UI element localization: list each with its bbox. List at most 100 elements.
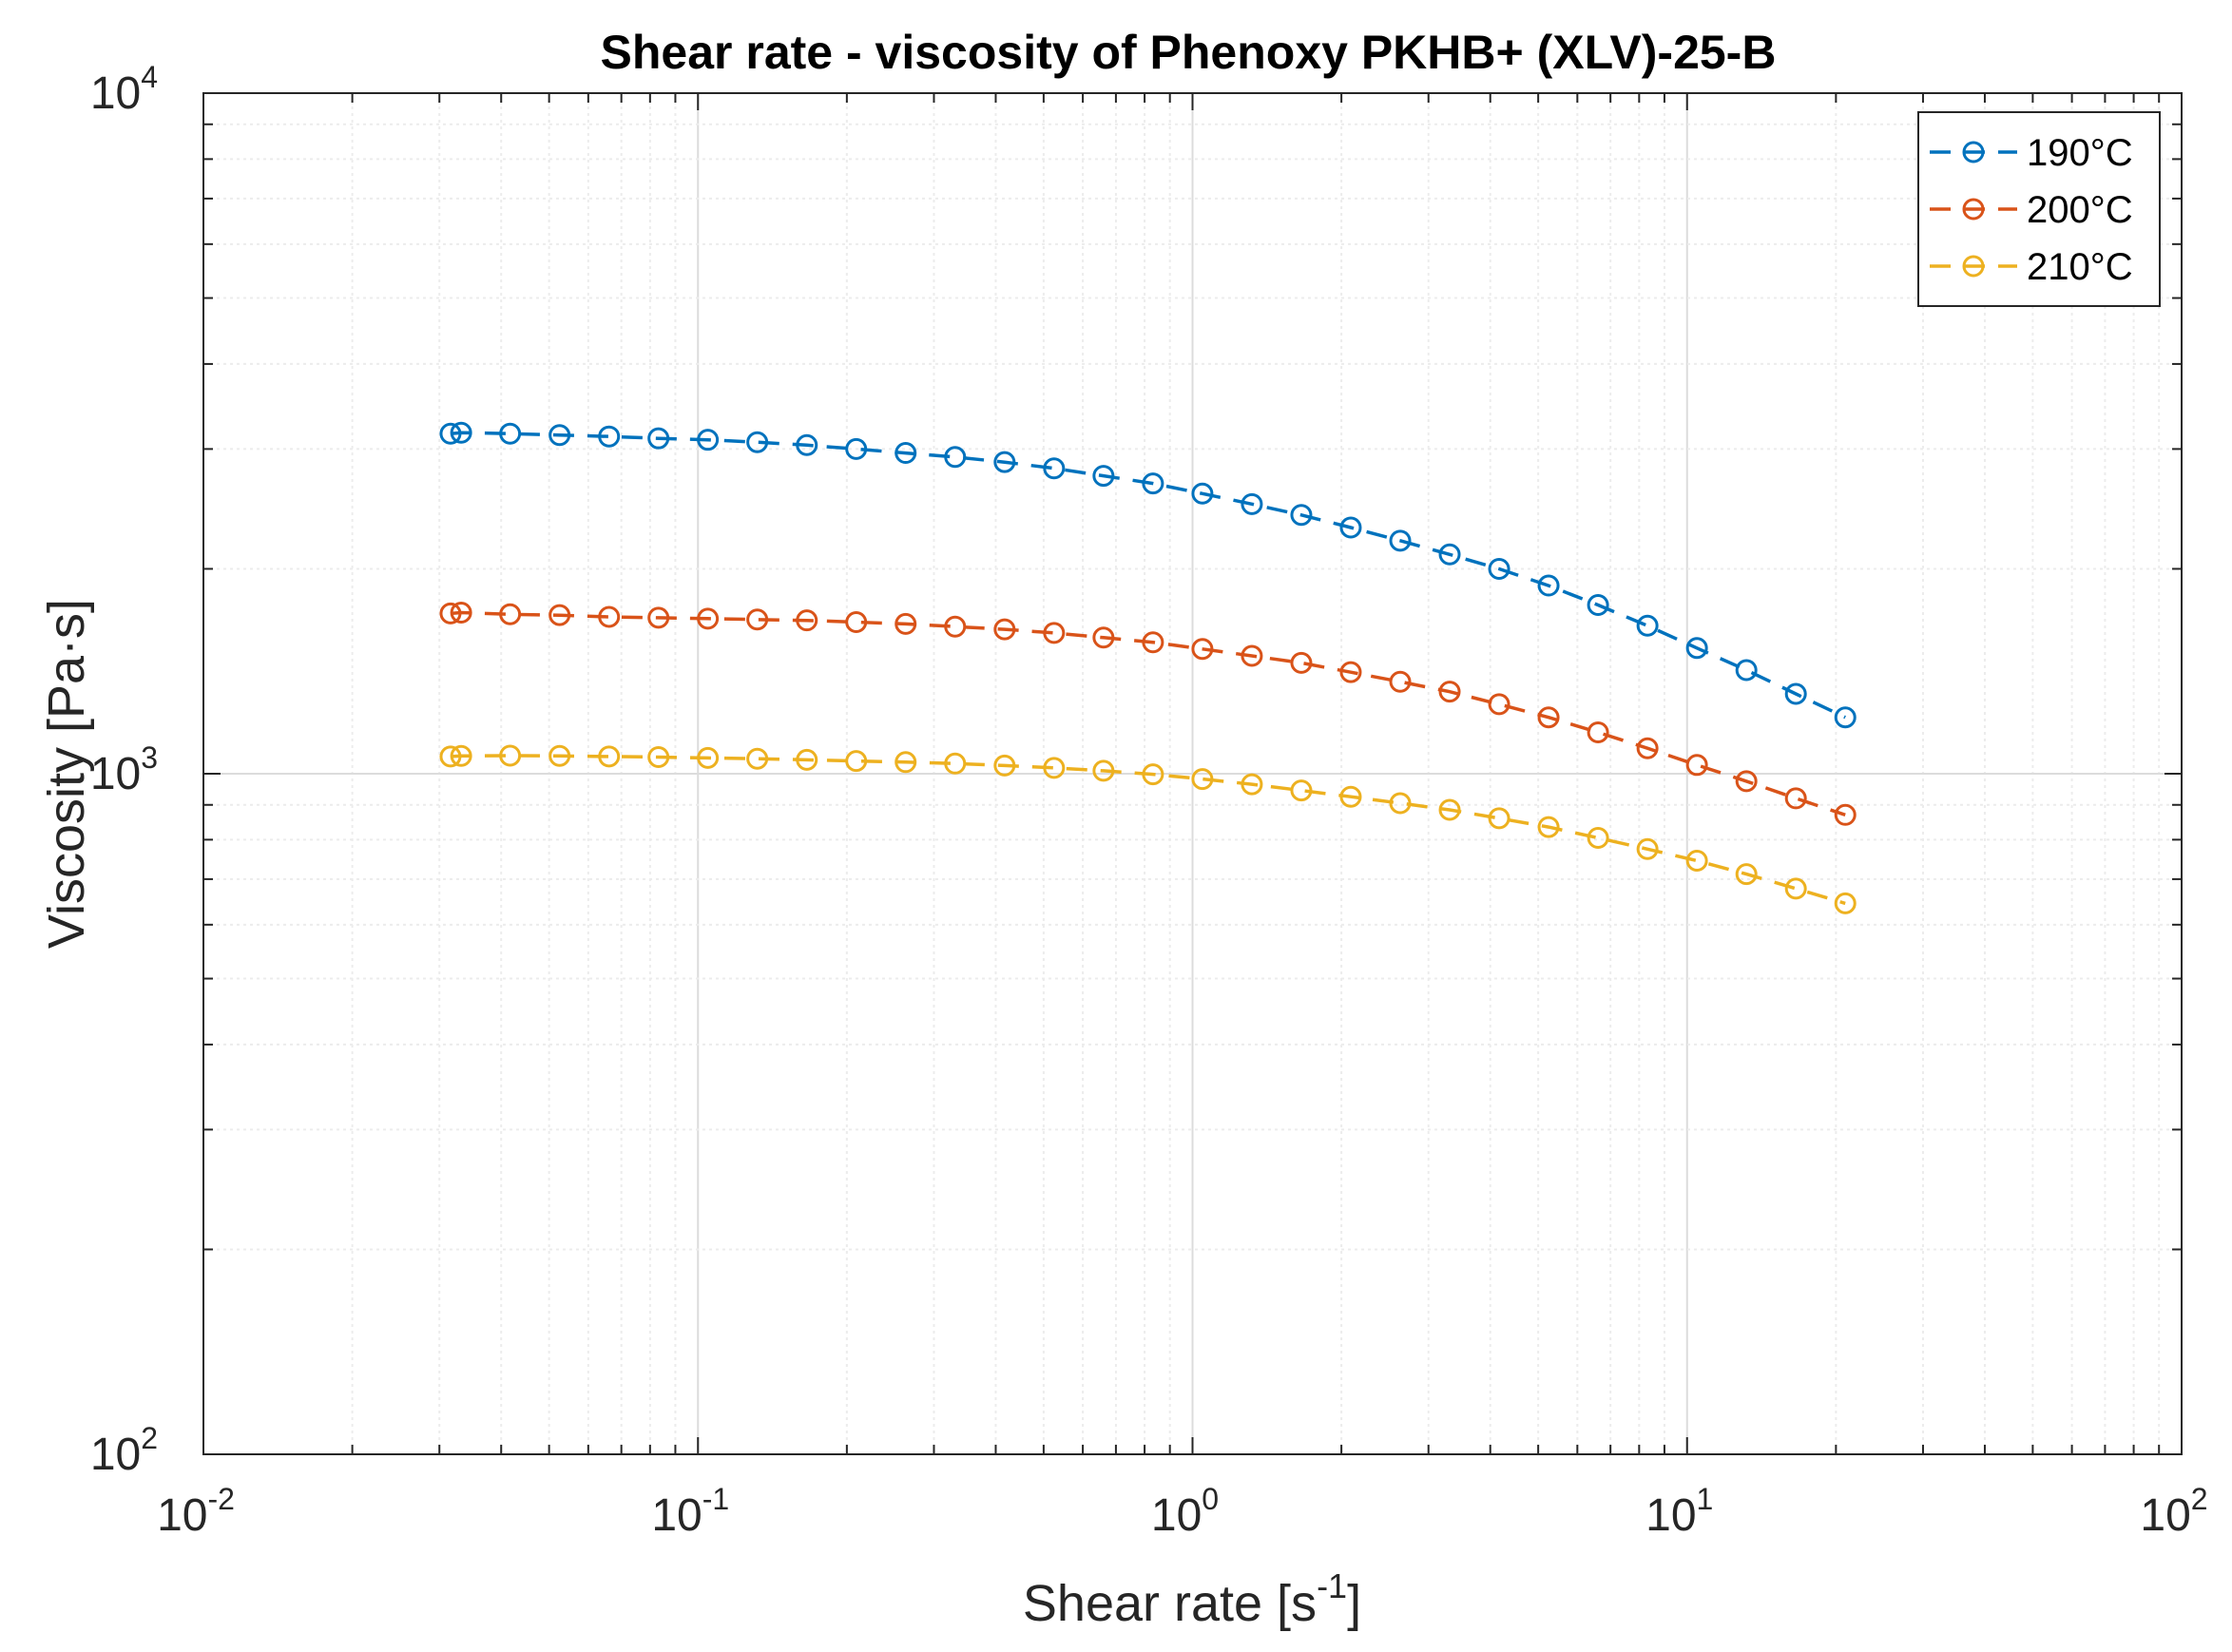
data-point [1339, 661, 1362, 683]
legend: 190°C 200°C 210°C [1917, 111, 2161, 307]
data-point [746, 747, 769, 770]
data-point [1834, 706, 1857, 729]
series-200C [439, 601, 1857, 826]
data-point [796, 748, 818, 771]
data-point [746, 608, 769, 631]
data-point [1241, 644, 1263, 667]
data-point [1685, 850, 1708, 873]
data-point [1537, 816, 1560, 838]
data-point [1241, 773, 1263, 796]
data-point [1784, 682, 1807, 705]
data-point [1290, 779, 1313, 802]
x-tick-label-base: 10 [1645, 1490, 1696, 1541]
data-point [1191, 768, 1214, 791]
y-tick-label-exponent: 4 [141, 60, 158, 94]
series-layer [439, 421, 1857, 914]
y-tick-label-base: 10 [90, 749, 141, 799]
x-tick-label-base: 10 [2140, 1490, 2190, 1541]
data-point [598, 425, 621, 448]
data-point [1636, 737, 1659, 759]
y-tick-label-exponent: 2 [141, 1421, 158, 1455]
data-point [450, 744, 472, 767]
data-point [1142, 763, 1164, 786]
data-point [1142, 631, 1164, 654]
data-point [697, 746, 720, 769]
data-point [1438, 543, 1461, 566]
legend-items: 190°C 200°C 210°C [1930, 132, 2133, 288]
x-axis-label: Shear rate [s-1] [1023, 1566, 1361, 1632]
data-point [944, 615, 967, 638]
x-tick-label-base: 10 [1151, 1490, 1202, 1541]
data-point [1488, 693, 1510, 716]
data-point [1290, 651, 1313, 674]
data-point [796, 433, 818, 456]
y-tick-label-base: 10 [90, 1430, 141, 1480]
data-point [598, 605, 621, 628]
legend-marker [1962, 255, 1985, 278]
data-point [845, 611, 868, 634]
y-tick-label: 102 [90, 1421, 158, 1480]
data-point [598, 745, 621, 768]
x-tick-label-base: 10 [651, 1490, 702, 1541]
data-point [439, 745, 462, 768]
grid [202, 92, 2183, 1455]
data-point [1092, 465, 1115, 488]
data-point [1191, 482, 1214, 505]
data-point [1191, 638, 1214, 661]
data-point [1537, 706, 1560, 729]
data-point [439, 422, 462, 445]
legend-label: 200°C [2027, 189, 2133, 231]
data-point [1834, 803, 1857, 826]
data-point [1735, 659, 1758, 682]
data-point [796, 609, 818, 632]
data-point [1339, 516, 1362, 539]
x-axis-label-prefix: Shear rate [s [1023, 1575, 1317, 1632]
x-tick-label-exponent: 0 [1202, 1482, 1219, 1516]
legend-label: 190°C [2027, 132, 2133, 174]
data-point [1587, 593, 1609, 616]
data-point [845, 750, 868, 773]
x-tick-label-exponent: -2 [207, 1482, 234, 1516]
data-point [1636, 837, 1659, 860]
data-point [1389, 792, 1412, 815]
data-point [1389, 670, 1412, 693]
data-point [499, 744, 522, 767]
legend-marker [1962, 141, 1985, 163]
x-tick-label-base: 10 [157, 1490, 207, 1541]
data-point [1685, 754, 1708, 777]
data-point [1389, 529, 1412, 552]
data-point [548, 604, 571, 626]
legend-item: 190°C [1930, 132, 2133, 174]
y-axis-label: Viscosity [Pa·s] [38, 599, 95, 949]
data-point [1537, 574, 1560, 597]
x-tick-label: 102 [2140, 1482, 2207, 1541]
data-point [1339, 785, 1362, 808]
x-tick-label-exponent: -1 [702, 1482, 729, 1516]
x-axis-label-exponent: -1 [1317, 1566, 1347, 1605]
data-point [993, 754, 1016, 777]
data-point [499, 603, 522, 625]
x-tick-label-exponent: 1 [1697, 1482, 1714, 1516]
x-axis-label-suffix: ] [1347, 1575, 1361, 1632]
data-point [439, 602, 462, 624]
data-point [944, 752, 967, 775]
data-point [895, 442, 917, 465]
data-point [944, 446, 967, 469]
data-point [1587, 721, 1609, 744]
data-point [1043, 757, 1066, 779]
data-point [1290, 504, 1313, 527]
data-point [1241, 492, 1263, 515]
data-point [499, 422, 522, 445]
x-tick-label-exponent: 2 [2191, 1482, 2208, 1516]
data-point [548, 424, 571, 447]
data-point [1834, 892, 1857, 914]
legend-item: 210°C [1930, 246, 2133, 288]
data-point [647, 427, 670, 450]
data-point [450, 421, 472, 444]
data-point [1735, 770, 1758, 793]
y-tick-label-exponent: 3 [141, 740, 158, 775]
legend-label: 210°C [2027, 246, 2133, 288]
x-tick-label: 10-2 [157, 1482, 235, 1541]
